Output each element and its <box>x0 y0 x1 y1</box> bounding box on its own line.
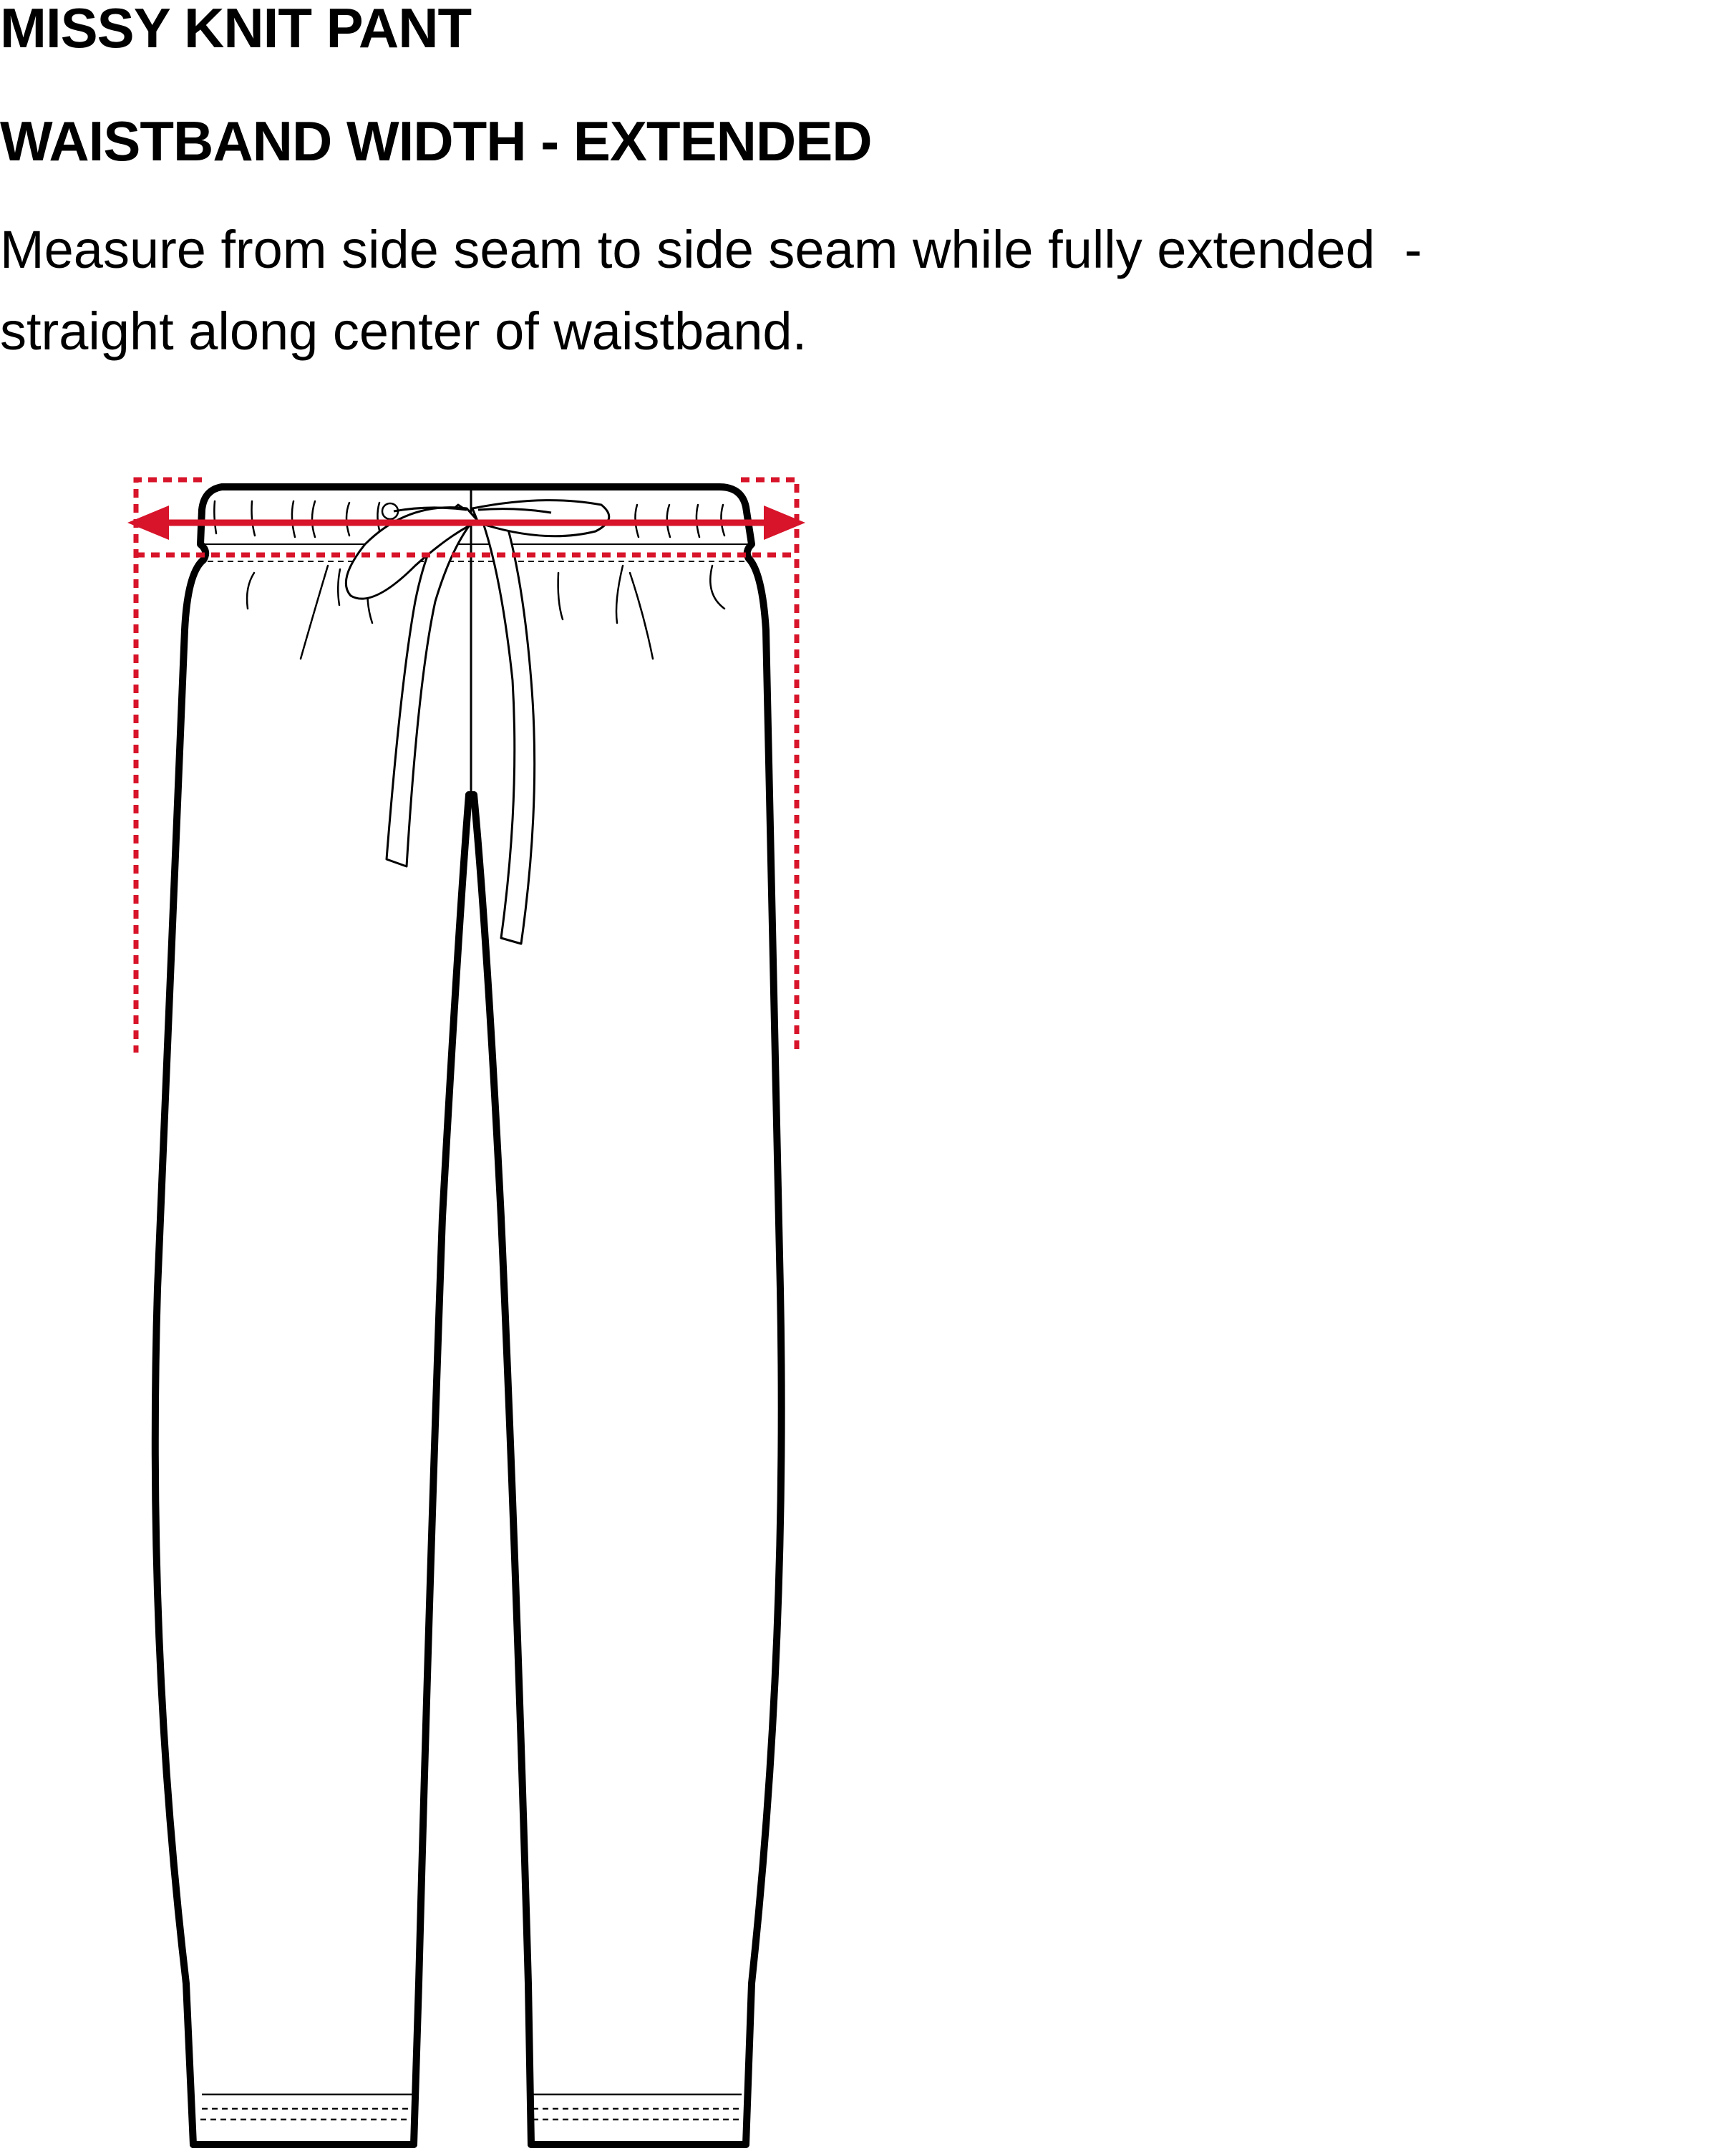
waistband-top-edge <box>218 483 755 562</box>
hem-stitching <box>200 2093 742 2121</box>
waistband-left-edge <box>197 483 225 564</box>
drawstring-end-right <box>477 508 552 514</box>
page-title: MISSY KNIT PANT <box>0 0 472 59</box>
measurement-instruction: Measure from side seam to side seam whil… <box>0 209 1704 372</box>
measurement-arrow <box>127 506 805 540</box>
instruction-line-2: straight along center of waistband. <box>0 301 807 361</box>
pant-outline <box>151 483 785 2148</box>
right-side-seam-guide <box>741 477 800 1053</box>
instruction-line-1: Measure from side seam to side seam whil… <box>0 220 1422 279</box>
measurement-guides <box>133 477 800 1053</box>
measurement-arrowhead-right <box>764 506 805 540</box>
left-side-seam-guide <box>133 477 202 1053</box>
measurement-title: WAISTBAND WIDTH - EXTENDED <box>0 110 873 173</box>
left-inseam <box>410 791 472 2148</box>
measurement-arrowhead-left <box>127 506 169 540</box>
right-inseam <box>470 791 535 2148</box>
waistband-stitching <box>204 543 750 562</box>
drawstring-right-tie <box>480 508 536 945</box>
drawstring-end-left <box>393 506 467 513</box>
waistband-gathers <box>213 500 726 660</box>
left-outseam <box>151 556 207 2148</box>
drawstring-left-tie <box>385 503 477 868</box>
right-outseam <box>742 555 785 2148</box>
